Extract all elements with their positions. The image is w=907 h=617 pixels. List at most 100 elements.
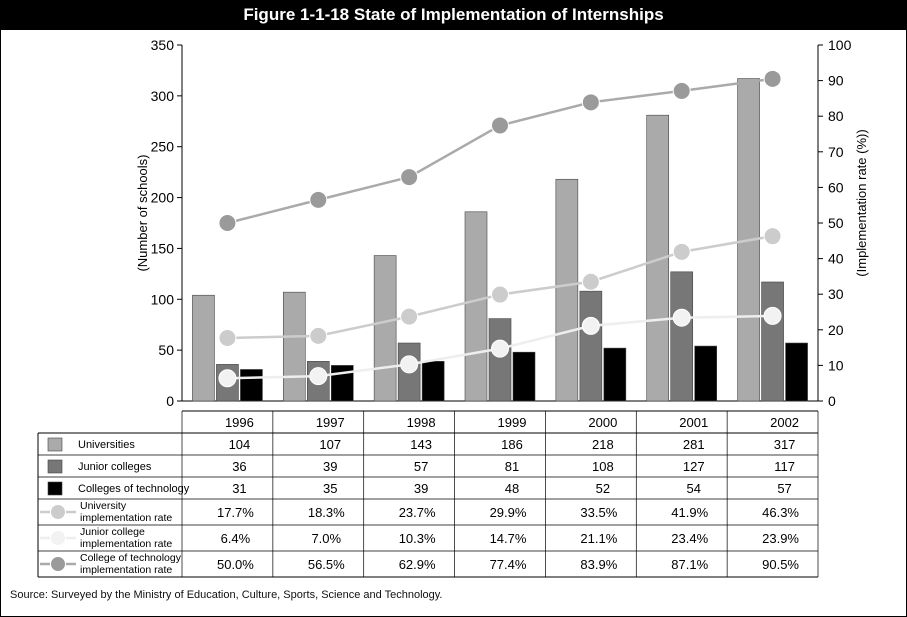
bar-3 (603, 347, 627, 402)
table-cell-value: 23.9% (762, 531, 799, 546)
bar-3 (512, 351, 536, 402)
line-point-2 (309, 367, 328, 386)
bar-1 (555, 178, 579, 402)
left-tick-label: 100 (151, 291, 175, 307)
bar-1 (192, 294, 215, 402)
table-year-label: 1996 (225, 415, 254, 430)
right-axis-title: (Implementation rate (%)) (854, 129, 869, 276)
legend-label: implementation rate (80, 564, 172, 576)
right-tick-label: 0 (828, 393, 836, 409)
table-cell-value: 23.7% (399, 505, 436, 520)
source-note: Source: Surveyed by the Ministry of Educ… (10, 589, 443, 601)
table-cell-value: 62.9% (399, 557, 436, 572)
table-cell-value: 33.5% (580, 505, 617, 520)
figure-title: Figure 1-1-18 State of Implementation of… (0, 0, 907, 30)
left-tick-label: 250 (151, 139, 175, 155)
line-point-1 (491, 285, 509, 304)
bar-2 (761, 281, 784, 402)
line-point-1 (400, 307, 419, 326)
table-cell-value: 6.4% (221, 531, 251, 546)
bar-3 (694, 345, 718, 402)
bar-2 (488, 318, 512, 402)
table-cell-value: 107 (319, 437, 341, 452)
table-cell-value: 127 (683, 459, 705, 474)
table-cell-value: 23.4% (671, 531, 708, 546)
right-tick-label: 70 (828, 144, 844, 160)
table-cell-value: 48 (505, 481, 519, 496)
table-year-label: 2002 (770, 415, 799, 430)
legend-marker (50, 556, 66, 572)
table-cell-value: 57 (777, 481, 791, 496)
left-tick-label: 350 (151, 37, 175, 53)
line-point-2 (581, 316, 600, 335)
legend-marker (50, 530, 66, 546)
table-cell-value: 90.5% (762, 557, 799, 572)
legend-label: Junior college (80, 526, 145, 538)
legend-label: implementation rate (80, 538, 172, 550)
table-year-label: 1999 (498, 415, 527, 430)
line-point-3 (763, 69, 782, 88)
legend-label: College of technology (80, 552, 182, 564)
right-tick-label: 100 (828, 37, 852, 53)
table-cell-value: 81 (505, 459, 519, 474)
left-tick-label: 50 (158, 342, 174, 358)
bar-3 (240, 369, 263, 402)
right-tick-label: 90 (828, 73, 844, 89)
legend-swatch (47, 459, 63, 474)
table-cell-value: 108 (592, 459, 614, 474)
bar-2 (579, 290, 603, 402)
line-point-3 (400, 168, 419, 187)
right-tick-label: 80 (828, 108, 844, 124)
legend-label: Junior colleges (78, 461, 152, 473)
line-point-2 (491, 339, 509, 358)
table-cell-value: 41.9% (671, 505, 708, 520)
table-cell-value: 143 (410, 437, 432, 452)
left-tick-label: 150 (151, 240, 175, 256)
table-year-label: 1997 (316, 415, 345, 430)
table-cell-value: 10.3% (399, 531, 436, 546)
bar-2 (670, 271, 694, 402)
table-cell-value: 50.0% (217, 557, 254, 572)
line-point-1 (309, 326, 328, 345)
line-point-3 (218, 214, 237, 232)
table-cell-value: 87.1% (671, 557, 708, 572)
line-point-1 (763, 227, 782, 246)
legend-marker (50, 504, 66, 520)
table-cell-value: 317 (774, 437, 796, 452)
table-year-label: 2000 (588, 415, 617, 430)
left-tick-label: 200 (151, 190, 175, 206)
right-tick-label: 10 (828, 357, 844, 373)
bar-1 (373, 255, 397, 402)
left-tick-label: 0 (166, 393, 174, 409)
table-cell-value: 39 (323, 459, 337, 474)
right-tick-label: 40 (828, 251, 844, 267)
bar-1 (282, 291, 306, 402)
line-point-2 (218, 369, 237, 388)
table-cell-value: 17.7% (217, 505, 254, 520)
table-cell-value: 14.7% (490, 531, 527, 546)
table-cell-value: 52 (596, 481, 610, 496)
table-cell-value: 186 (501, 437, 523, 452)
right-tick-label: 60 (828, 179, 844, 195)
right-tick-label: 20 (828, 322, 844, 338)
table-cell-value: 83.9% (580, 557, 617, 572)
table-cell-value: 29.9% (490, 505, 527, 520)
bar-3 (785, 342, 808, 402)
bar-1 (646, 114, 670, 402)
legend-label: Universities (78, 439, 135, 451)
series-line-3 (227, 77, 773, 225)
right-tick-label: 30 (828, 286, 844, 302)
right-tick-label: 50 (828, 215, 844, 231)
table-cell-value: 21.1% (580, 531, 617, 546)
table-cell-value: 36 (232, 459, 246, 474)
table-year-label: 1998 (407, 415, 436, 430)
line-point-3 (309, 190, 328, 209)
line-point-2 (672, 308, 691, 327)
line-point-2 (400, 355, 419, 374)
legend-swatch (47, 481, 63, 496)
table-cell-value: 46.3% (762, 505, 799, 520)
table-cell-value: 39 (414, 481, 428, 496)
left-axis-title: (Number of schools) (135, 154, 150, 271)
left-tick-label: 300 (151, 88, 175, 104)
line-point-3 (672, 81, 691, 100)
